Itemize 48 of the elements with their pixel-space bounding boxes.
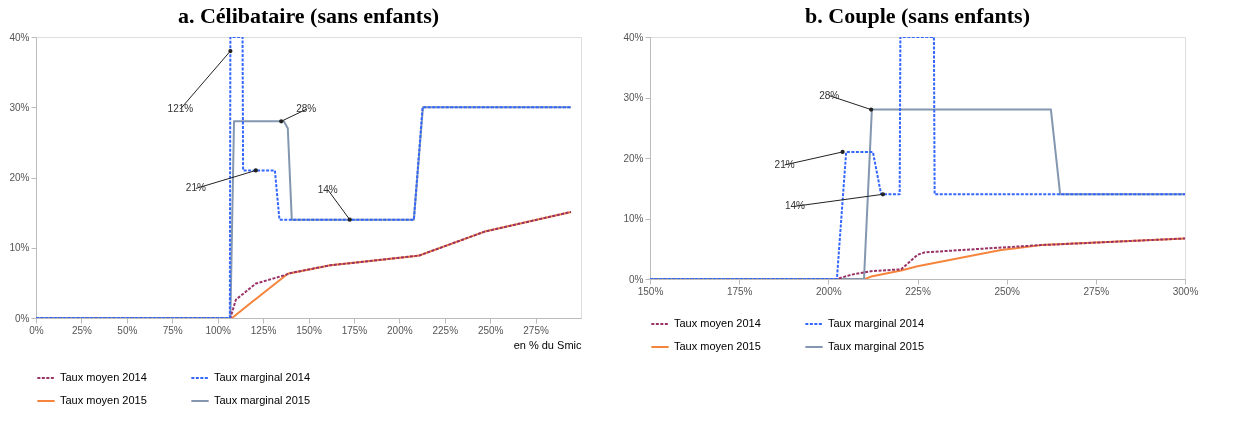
x-tick-label: 75% [162, 324, 183, 336]
legend-label: Taux marginal 2015 [828, 340, 925, 352]
x-tick-label: 175% [726, 285, 753, 297]
legend-label: Taux marginal 2014 [214, 371, 311, 383]
x-tick-label: 150% [637, 285, 664, 297]
y-tick-label: 40% [623, 31, 644, 43]
annotation: 14% [317, 183, 338, 195]
chart-title: b. Couple (sans enfants) [805, 3, 1030, 28]
annotation: 28% [296, 103, 317, 115]
x-tick-label: 275% [1083, 285, 1110, 297]
y-tick-label: 0% [15, 312, 30, 324]
legend-label: Taux moyen 2015 [674, 340, 761, 352]
x-tick-label: 50% [117, 324, 138, 336]
x-tick-label: 250% [477, 324, 504, 336]
x-tick-label: 250% [994, 285, 1021, 297]
legend-label: Taux moyen 2014 [674, 317, 761, 329]
legend-label: Taux moyen 2015 [60, 394, 147, 406]
chart-title: a. Célibataire (sans enfants) [177, 3, 440, 28]
x-tick-label: 225% [432, 324, 459, 336]
x-tick-label: 175% [341, 324, 368, 336]
y-tick-label: 20% [9, 172, 30, 183]
x-tick-label: 200% [816, 285, 842, 297]
y-tick-label: 30% [9, 101, 30, 113]
y-tick-label: 0% [629, 273, 644, 285]
x-axis-title: en % du Smic [513, 338, 582, 351]
y-tick-label: 10% [623, 213, 644, 224]
y-tick-label: 40% [9, 31, 30, 43]
y-tick-label: 20% [623, 152, 644, 164]
x-tick-label: 125% [250, 324, 277, 336]
x-tick-label: 150% [296, 324, 322, 336]
x-tick-label: 0% [29, 324, 44, 336]
line-series [36, 106, 573, 318]
y-tick-label: 30% [623, 92, 644, 103]
x-tick-label: 100% [205, 324, 232, 336]
x-tick-label: 300% [1172, 285, 1199, 297]
x-tick-label: 225% [905, 285, 931, 297]
annotation: 28% [819, 89, 840, 101]
annotation: 21% [185, 182, 206, 194]
x-tick-label: 200% [387, 324, 413, 336]
legend-label: Taux marginal 2014 [828, 317, 925, 329]
annotation: 21% [774, 158, 795, 170]
legend-label: Taux moyen 2014 [60, 371, 147, 383]
annotation: 121% [167, 103, 194, 115]
legend-label: Taux marginal 2015 [214, 394, 311, 406]
x-tick-label: 275% [523, 324, 549, 336]
x-tick-label: 25% [71, 324, 93, 336]
y-tick-label: 10% [9, 242, 30, 254]
annotation: 14% [784, 200, 806, 212]
